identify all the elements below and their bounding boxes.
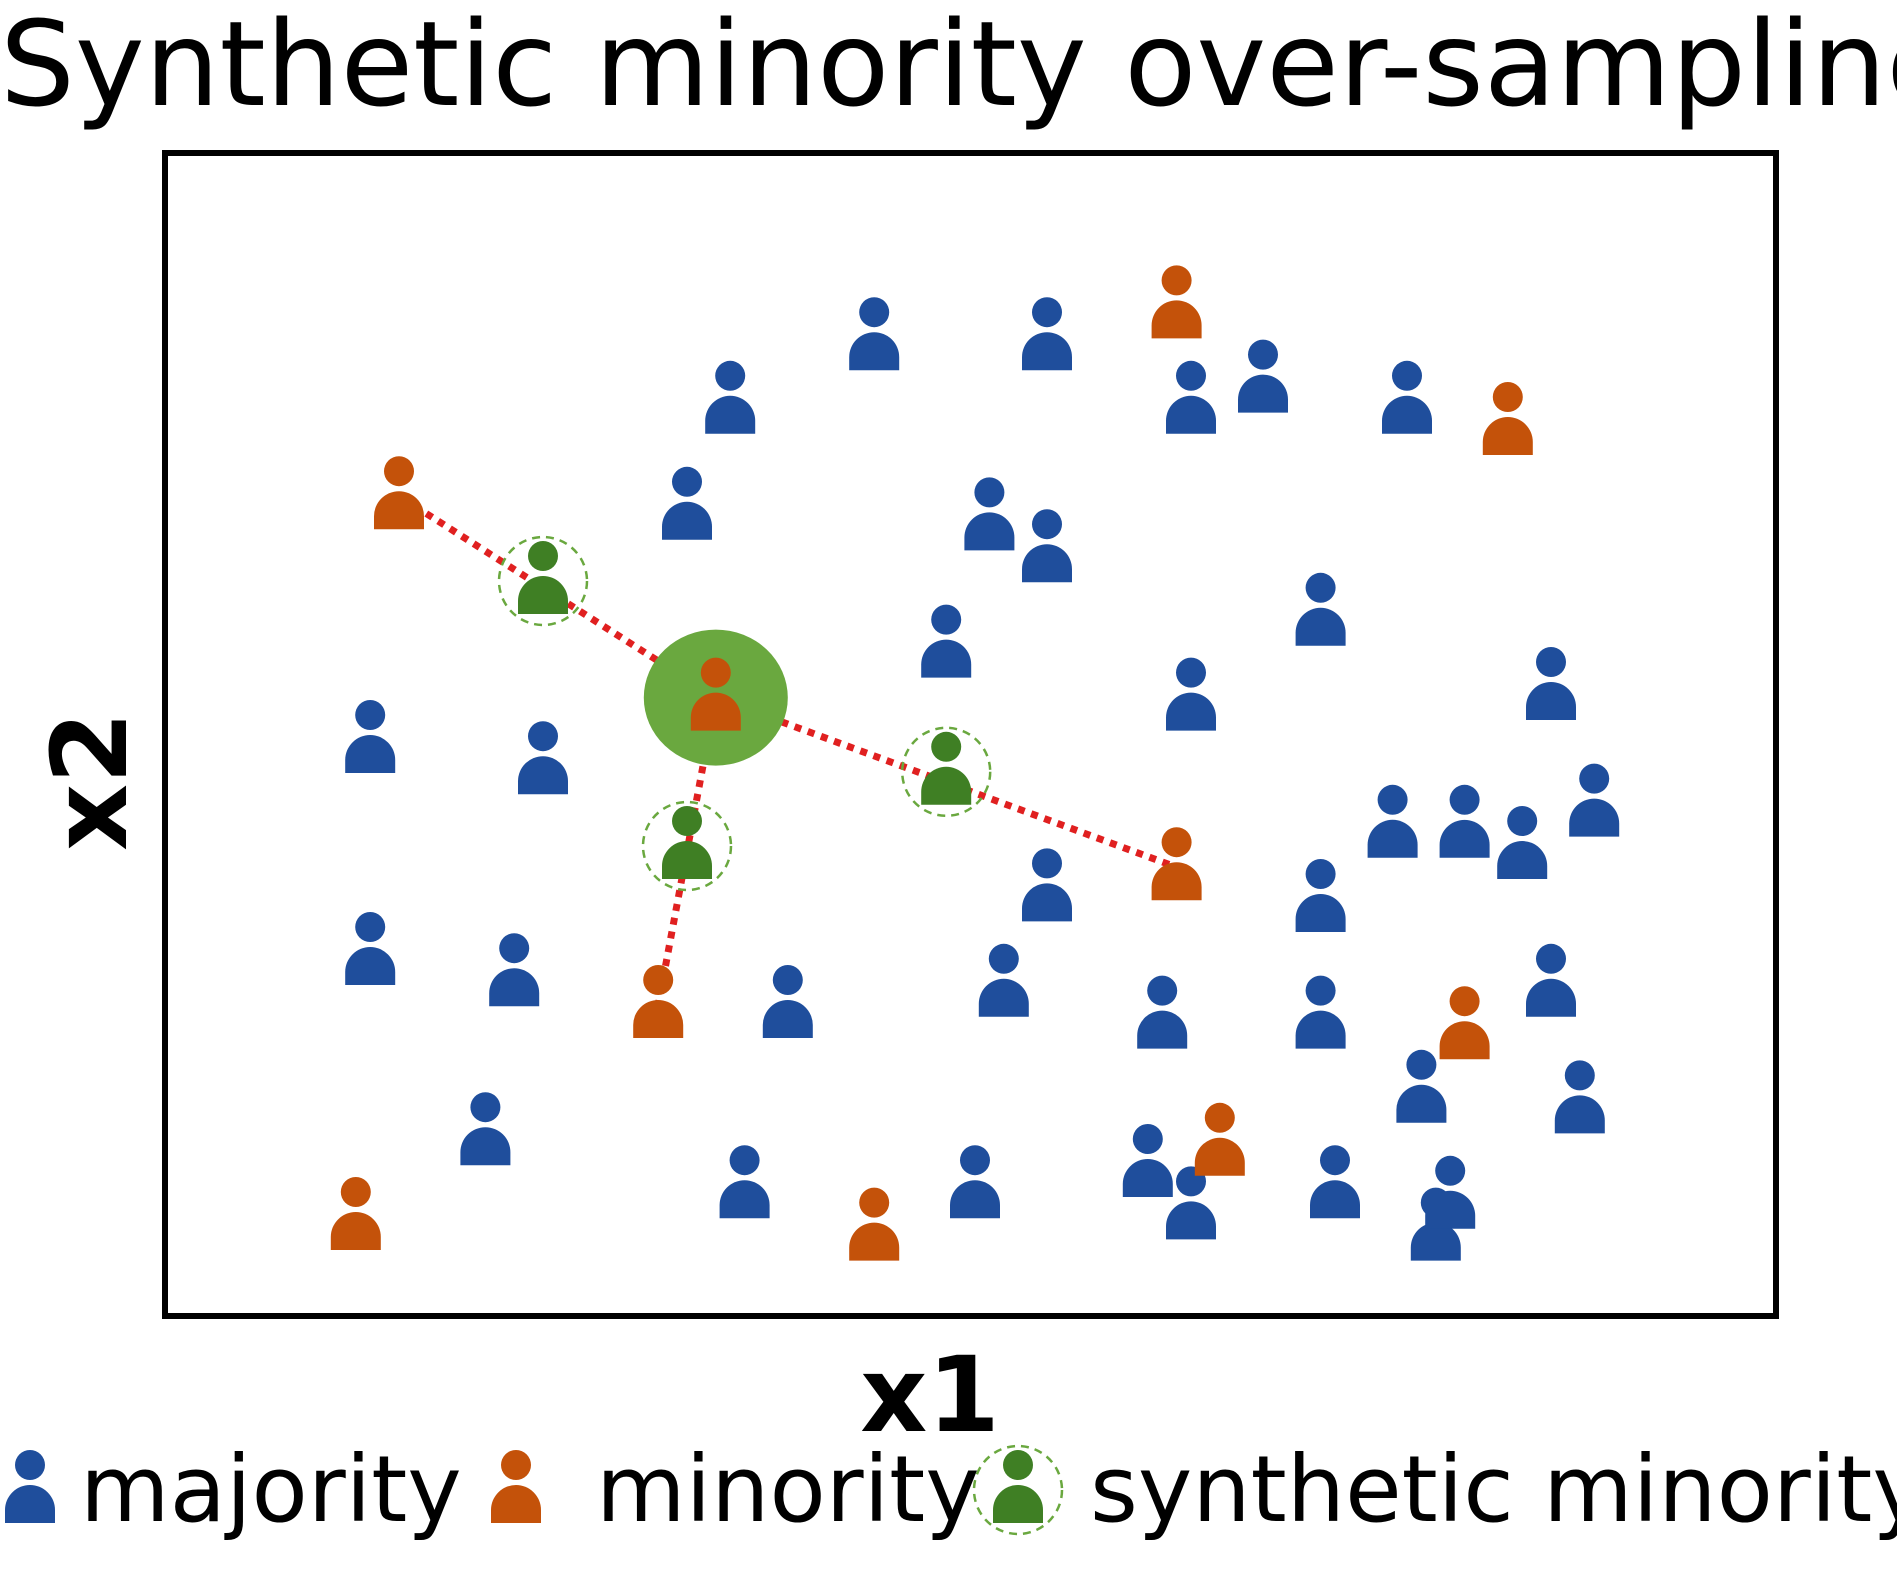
majority-point bbox=[1166, 360, 1216, 434]
majority-point bbox=[489, 933, 540, 1007]
minority-point bbox=[330, 1177, 381, 1250]
majority-point bbox=[719, 1145, 770, 1219]
minority-point bbox=[1151, 827, 1202, 901]
synthetic-ring bbox=[641, 800, 733, 892]
majority-point bbox=[1526, 943, 1576, 1017]
majority-point bbox=[762, 965, 813, 1038]
majority-point bbox=[1497, 806, 1548, 879]
minority-point bbox=[633, 965, 684, 1038]
y-axis-label: x2 bbox=[29, 711, 151, 851]
legend-label-minority: minority bbox=[596, 1436, 980, 1543]
majority-point bbox=[1439, 784, 1490, 858]
legend-icon-majority bbox=[5, 1450, 55, 1523]
neighbor-link bbox=[714, 694, 1178, 871]
minority-point bbox=[690, 657, 741, 731]
x-axis-label: x1 bbox=[860, 1334, 1000, 1456]
legend-icon-minority bbox=[491, 1450, 541, 1523]
majority-point bbox=[1238, 339, 1288, 413]
majority-point bbox=[1425, 1155, 1476, 1229]
legend-label-majority: majority bbox=[80, 1436, 462, 1543]
chart-title: Synthetic minority over-sampling bbox=[0, 0, 1897, 133]
minority-point bbox=[1439, 986, 1490, 1060]
minority-point bbox=[1482, 382, 1533, 455]
majority-point bbox=[1554, 1060, 1605, 1134]
majority-point bbox=[978, 943, 1029, 1017]
majority-point bbox=[921, 604, 972, 678]
majority-point bbox=[849, 297, 900, 371]
minority-point bbox=[374, 456, 424, 530]
minority-point bbox=[1151, 265, 1202, 339]
majority-point bbox=[345, 700, 396, 773]
majority-point bbox=[1295, 572, 1346, 646]
synthetic-minority-point bbox=[921, 731, 972, 805]
majority-point bbox=[662, 466, 712, 540]
synthetic-minority-point bbox=[662, 806, 712, 879]
majority-point bbox=[1367, 784, 1418, 858]
legend-icon-synthetic-ring bbox=[972, 1444, 1064, 1536]
majority-point bbox=[1396, 1049, 1447, 1123]
majority-point bbox=[1526, 647, 1576, 720]
majority-point bbox=[1022, 297, 1072, 371]
majority-point bbox=[1022, 509, 1072, 583]
plot-frame bbox=[162, 150, 1779, 1319]
synthetic-ring bbox=[900, 726, 992, 818]
majority-point bbox=[950, 1145, 1000, 1219]
legend-icons bbox=[5, 1444, 1064, 1536]
majority-point bbox=[705, 360, 756, 434]
majority-point bbox=[1310, 1145, 1360, 1219]
majority-point bbox=[518, 721, 568, 795]
majority-point bbox=[1295, 859, 1346, 932]
data-points bbox=[330, 265, 1620, 1261]
majority-point bbox=[964, 477, 1015, 551]
majority-point bbox=[1295, 975, 1346, 1049]
majority-point bbox=[1166, 1166, 1216, 1240]
majority-point bbox=[460, 1092, 511, 1166]
minority-point bbox=[1194, 1102, 1245, 1176]
majority-point bbox=[1569, 763, 1620, 837]
majority-point bbox=[1122, 1124, 1173, 1197]
majority-point bbox=[1382, 360, 1432, 434]
synthetic-ring bbox=[497, 535, 589, 627]
minority-point bbox=[849, 1187, 900, 1261]
majority-point bbox=[1166, 657, 1216, 731]
legend-icon-synthetic-minority bbox=[993, 1450, 1043, 1523]
majority-point bbox=[1022, 848, 1072, 922]
majority-point bbox=[345, 912, 396, 985]
synthetic-minority-point bbox=[518, 541, 568, 614]
majority-point bbox=[1137, 975, 1188, 1049]
legend-label-synthetic-minority: synthetic minority bbox=[1090, 1436, 1897, 1543]
